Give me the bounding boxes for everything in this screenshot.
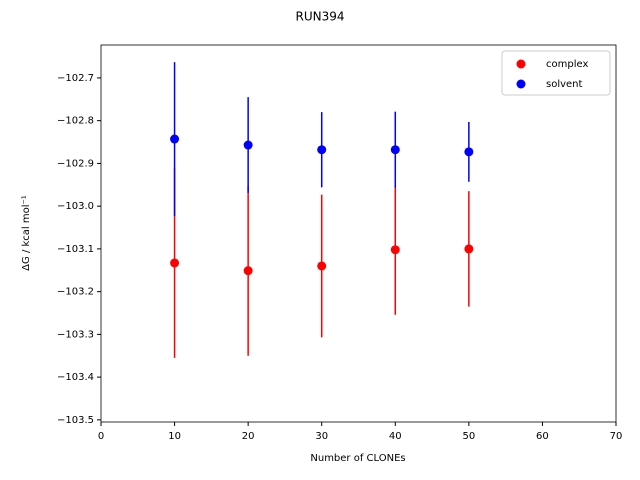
y-tick-label: −103.1 [57,244,94,255]
x-tick-label: 10 [168,431,181,442]
legend-label: solvent [546,79,583,90]
data-point [170,134,180,144]
data-point [317,145,327,155]
y-tick-label: −103.4 [57,372,94,383]
data-point [170,258,180,268]
y-axis-label: ΔG / kcal mol⁻¹ [21,195,32,271]
x-tick-label: 0 [98,431,104,442]
data-point [243,266,253,276]
y-tick-label: −102.8 [57,116,94,127]
data-point [464,244,474,254]
data-point [464,147,474,157]
data-point [390,245,400,255]
y-tick-label: −102.7 [57,73,94,84]
legend-label: complex [546,59,588,70]
x-tick-label: 50 [462,431,475,442]
data-point [317,261,327,271]
x-tick-label: 70 [610,431,623,442]
x-tick-label: 30 [315,431,328,442]
y-tick-label: −103.2 [57,287,94,298]
y-tick-label: −102.9 [57,158,94,169]
chart-title: RUN394 [295,10,344,24]
data-point [390,145,400,155]
x-tick-label: 20 [242,431,255,442]
y-tick-label: −103.5 [57,415,94,426]
plot-frame [100,44,617,423]
y-tick-label: −103.3 [57,329,94,340]
x-tick-label: 60 [536,431,549,442]
legend-box [501,50,611,96]
x-tick-label: 40 [389,431,402,442]
data-point [243,140,253,150]
y-tick-label: −103.0 [57,201,94,212]
legend-marker [516,79,526,89]
x-axis-label: Number of CLONEs [310,453,405,464]
legend-marker [516,59,526,69]
